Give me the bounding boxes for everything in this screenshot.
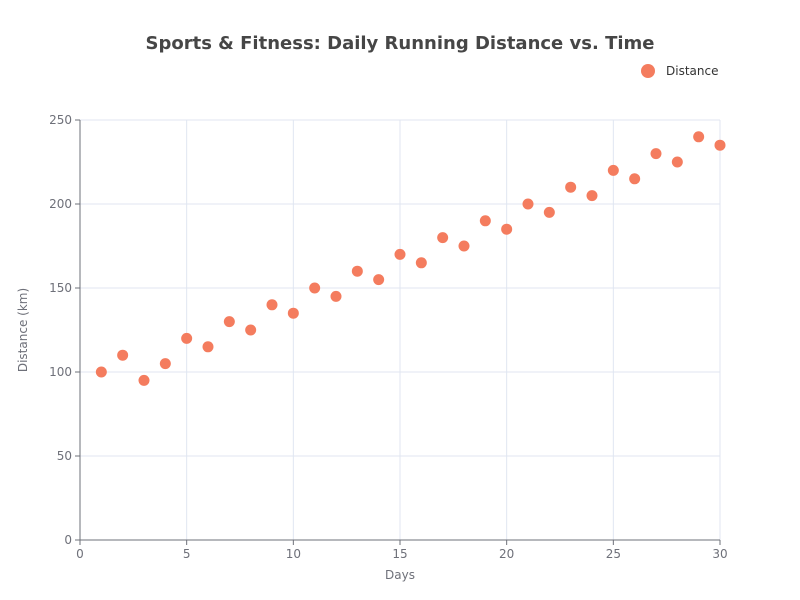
data-point[interactable] <box>671 156 683 168</box>
data-point[interactable] <box>607 164 619 176</box>
y-tick-label: 50 <box>57 449 72 463</box>
tick-labels: 0 5 10 15 20 25 30 0 50 100 150 200 250 <box>49 113 728 561</box>
data-point[interactable] <box>394 248 406 260</box>
data-point[interactable] <box>309 282 321 294</box>
data-point[interactable] <box>202 341 214 353</box>
axes <box>75 119 721 545</box>
data-point[interactable] <box>693 131 705 143</box>
chart-title: Sports & Fitness: Daily Running Distance… <box>146 33 655 54</box>
data-point[interactable] <box>330 290 342 302</box>
y-tick-label: 200 <box>49 197 72 211</box>
x-axis-title: Days <box>385 568 415 582</box>
x-tick-label: 0 <box>76 547 84 561</box>
data-point[interactable] <box>95 366 107 378</box>
data-point[interactable] <box>565 181 577 193</box>
grid-lines <box>80 119 721 540</box>
x-tick-label: 25 <box>606 547 621 561</box>
legend-marker-distance <box>641 64 655 78</box>
data-point[interactable] <box>181 332 193 344</box>
y-axis-title: Distance (km) <box>16 288 30 372</box>
data-point[interactable] <box>629 173 641 185</box>
data-point[interactable] <box>479 215 491 227</box>
data-point[interactable] <box>458 240 470 252</box>
y-tick-label: 150 <box>49 281 72 295</box>
data-points <box>95 131 726 386</box>
data-point[interactable] <box>351 265 363 277</box>
legend[interactable]: Distance <box>641 64 718 78</box>
x-tick-label: 20 <box>499 547 514 561</box>
data-point[interactable] <box>266 299 278 311</box>
x-tick-label: 10 <box>286 547 301 561</box>
data-point[interactable] <box>714 139 726 151</box>
data-point[interactable] <box>138 374 150 386</box>
data-point[interactable] <box>373 274 385 286</box>
data-point[interactable] <box>522 198 534 210</box>
data-point[interactable] <box>159 358 171 370</box>
data-point[interactable] <box>586 190 598 202</box>
x-tick-label: 30 <box>712 547 727 561</box>
data-point[interactable] <box>650 148 662 160</box>
data-point[interactable] <box>437 232 449 244</box>
y-tick-label: 250 <box>49 113 72 127</box>
data-point[interactable] <box>223 316 235 328</box>
y-tick-label: 100 <box>49 365 72 379</box>
data-point[interactable] <box>415 257 427 269</box>
data-point[interactable] <box>117 349 129 361</box>
data-point[interactable] <box>245 324 257 336</box>
data-point[interactable] <box>287 307 299 319</box>
y-tick-label: 0 <box>64 533 72 547</box>
x-tick-label: 15 <box>392 547 407 561</box>
data-point[interactable] <box>543 206 555 218</box>
x-tick-label: 5 <box>183 547 191 561</box>
legend-label-distance: Distance <box>666 64 718 78</box>
data-point[interactable] <box>501 223 513 235</box>
